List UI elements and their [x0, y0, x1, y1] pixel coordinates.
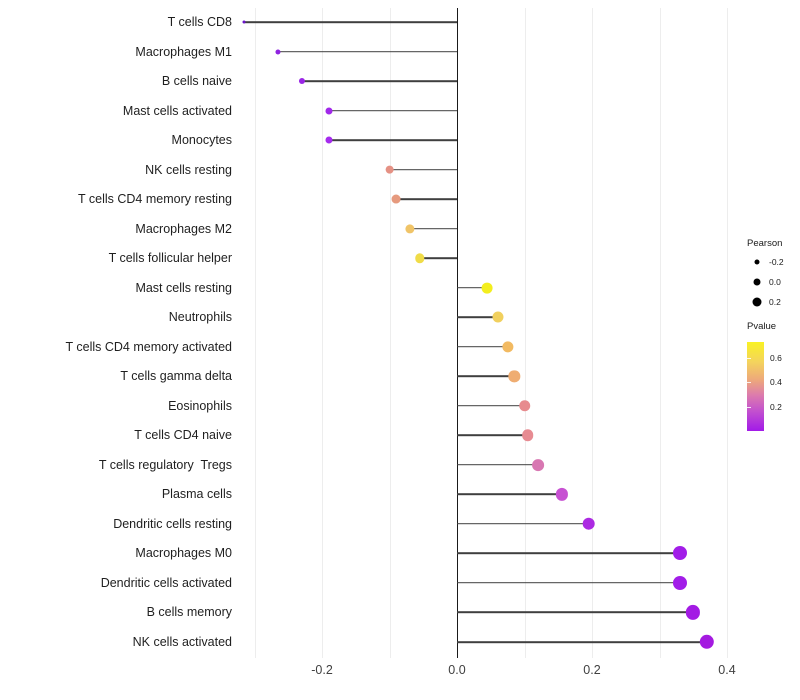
lollipop-stem — [328, 109, 457, 112]
x-tick-label: 0.2 — [583, 663, 601, 677]
lollipop-stem — [457, 582, 680, 584]
lollipop-dot — [325, 136, 333, 144]
lollipop-dot — [672, 546, 687, 561]
lollipop-dot — [385, 165, 394, 174]
pvalue-colorbar — [747, 342, 764, 431]
row-label: Monocytes — [171, 132, 232, 147]
lollipop-stem — [278, 50, 457, 53]
row-label: B cells memory — [146, 605, 232, 620]
lollipop-dot — [522, 429, 534, 442]
lollipop-dot — [391, 194, 401, 204]
lollipop-dot — [491, 311, 504, 323]
row-label: T cells follicular helper — [108, 250, 232, 265]
row-label: Plasma cells — [161, 487, 232, 502]
pvalue-tick-label: 0.6 — [770, 352, 782, 363]
lollipop-dot — [686, 605, 701, 620]
lollipop-dot — [242, 20, 246, 24]
legend-size-dot — [753, 278, 761, 286]
gridline — [322, 8, 323, 658]
zero-axis-line — [457, 8, 458, 658]
row-label: T cells CD8 — [167, 14, 232, 29]
lollipop-stem — [457, 375, 515, 378]
row-label: Macrophages M1 — [135, 44, 232, 59]
lollipop-stem — [419, 257, 457, 259]
pvalue-tick-label: 0.4 — [770, 376, 782, 387]
lollipop-dot — [555, 488, 568, 501]
row-label: Dendritic cells resting — [113, 516, 232, 531]
row-label: T cells gamma delta — [120, 368, 232, 383]
row-label: Macrophages M0 — [135, 546, 232, 561]
gridline — [389, 8, 391, 658]
row-label: T cells CD4 memory activated — [65, 339, 233, 354]
lollipop-dot — [415, 253, 425, 263]
lollipop-stem — [457, 464, 538, 466]
legend-pearson-title: Pearson — [747, 238, 783, 249]
lollipop-stem — [457, 552, 680, 555]
lollipop-dot — [502, 341, 514, 353]
legend-size-label: 0.2 — [769, 296, 781, 307]
lollipop-stem — [328, 139, 457, 141]
legend-pvalue-title: Pvalue — [747, 321, 777, 332]
x-tick-label: 0.4 — [718, 663, 736, 677]
gridline — [727, 8, 728, 658]
pvalue-tick-label: 0.2 — [770, 401, 782, 412]
lollipop-dot — [298, 77, 305, 85]
x-tick-label: -0.2 — [311, 663, 333, 677]
lollipop-stem — [244, 21, 457, 23]
lollipop-dot — [508, 370, 521, 382]
gridline — [659, 8, 661, 658]
lollipop-stem — [389, 168, 457, 171]
row-label: T cells CD4 memory resting — [78, 191, 232, 206]
lollipop-stem — [457, 641, 707, 643]
pvalue-tick-mark — [747, 406, 751, 408]
legend-size-label: -0.2 — [769, 256, 784, 267]
x-tick-label: 0.0 — [448, 663, 466, 677]
lollipop-dot — [481, 282, 493, 294]
lollipop-dot — [532, 458, 544, 471]
row-label: Macrophages M2 — [135, 221, 232, 236]
legend-size-label: 0.0 — [769, 276, 781, 287]
lollipop-stem — [409, 227, 457, 230]
row-label: Mast cells activated — [122, 103, 232, 118]
lollipop-dot — [325, 107, 333, 115]
row-label: Mast cells resting — [135, 280, 232, 295]
lollipop-dot — [405, 224, 415, 234]
lollipop-stem — [301, 80, 457, 82]
row-label: Neutrophils — [168, 309, 232, 324]
lollipop-stem — [457, 434, 528, 437]
lollipop-stem — [457, 493, 562, 496]
lollipop-dot — [582, 517, 595, 531]
gridline — [254, 8, 256, 658]
pvalue-tick-mark — [747, 382, 751, 384]
lollipop-stem — [457, 611, 694, 614]
row-label: T cells CD4 naive — [134, 428, 232, 443]
lollipop-stem — [396, 198, 457, 200]
row-label: Dendritic cells activated — [100, 575, 232, 590]
lollipop-dot — [275, 48, 281, 55]
lollipop-stem — [457, 286, 488, 289]
lollipop-stem — [457, 316, 498, 318]
legend-size-dot — [752, 297, 762, 307]
lollipop-stem — [457, 404, 525, 407]
gridline — [524, 8, 526, 658]
row-label: NK cells resting — [145, 162, 232, 177]
lollipop-stem — [457, 345, 508, 348]
row-label: T cells regulatory Tregs — [98, 457, 232, 472]
lollipop-dot — [672, 575, 687, 590]
lollipop-stem — [457, 523, 589, 525]
row-label: B cells naive — [161, 73, 232, 88]
lollipop-dot — [518, 399, 531, 412]
gridline — [592, 8, 593, 658]
lollipop-dot — [699, 634, 714, 650]
pvalue-tick-mark — [747, 357, 751, 359]
row-label: Eosinophils — [168, 398, 232, 413]
legend-size-dot — [754, 259, 760, 265]
row-label: NK cells activated — [132, 634, 232, 649]
